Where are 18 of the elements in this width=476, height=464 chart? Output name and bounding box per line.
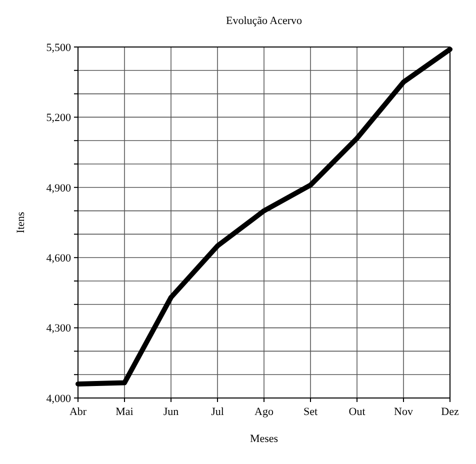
y-tick-label: 4,300 bbox=[46, 322, 72, 335]
x-tick-label: Mai bbox=[116, 406, 134, 418]
y-tick-label: 4,900 bbox=[46, 182, 72, 194]
x-tick-label: Dez bbox=[441, 406, 459, 418]
x-tick-label: Nov bbox=[394, 406, 414, 418]
x-tick-label: Out bbox=[348, 406, 366, 418]
y-tick-label: 4,600 bbox=[46, 252, 72, 264]
x-tick-label: Jul bbox=[211, 406, 224, 418]
y-tick-label: 4,000 bbox=[46, 392, 72, 405]
y-axis-title: Itens bbox=[15, 212, 27, 234]
x-axis-title: Meses bbox=[250, 433, 278, 445]
chart-title: Evolução Acervo bbox=[226, 15, 303, 27]
y-tick-label: 5,500 bbox=[46, 42, 72, 54]
x-tick-label: Abr bbox=[69, 406, 87, 418]
x-tick-label: Set bbox=[303, 406, 318, 418]
x-tick-label: Ago bbox=[254, 406, 274, 418]
x-tick-label: Jun bbox=[163, 406, 180, 418]
y-tick-label: 5,200 bbox=[46, 112, 72, 124]
